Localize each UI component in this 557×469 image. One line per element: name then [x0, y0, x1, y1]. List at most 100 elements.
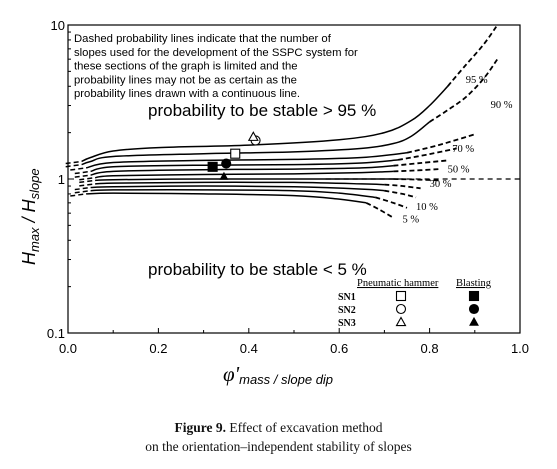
legend-header-blasting: Blasting	[456, 278, 492, 289]
series-solid-line	[85, 152, 408, 169]
series-solid-line	[94, 170, 394, 179]
x-tick-label: 0.6	[330, 341, 348, 356]
series-dashed-start	[74, 170, 91, 175]
series-solid-line	[86, 192, 367, 204]
legend-row-label: SN1	[338, 292, 356, 303]
caption-line-2: on the orientation–independent stability…	[145, 439, 412, 454]
x-axis-title-subscript: mass / slope dip	[239, 372, 333, 387]
probability-line-3	[70, 133, 476, 171]
series-dashed-end	[429, 58, 499, 123]
series-solid-line	[90, 164, 394, 176]
series-dashed-end	[393, 168, 439, 173]
series-dashed-start	[65, 160, 82, 165]
x-tick-label: 1.0	[511, 341, 529, 356]
series-dashed-start	[65, 163, 82, 168]
legend-marker-filled-square	[468, 290, 480, 302]
marker-layer	[207, 131, 261, 180]
series-dashed-start	[79, 179, 96, 184]
y-tick-label: 0.1	[47, 326, 65, 341]
x-axis-title: φ'mass / slope dip	[223, 362, 333, 387]
probability-line-2: 90 %	[65, 58, 513, 168]
figure-caption: Figure 9. Effect of excavation method on…	[0, 418, 557, 456]
legend-layer: Pneumatic hammer Blasting SN1 SN2 SN3	[338, 278, 492, 329]
series-dashed-start	[74, 174, 91, 178]
series-label: 5 %	[402, 215, 419, 226]
x-axis-title-symbol: φ'	[223, 362, 240, 386]
legend-marker-filled-triangle	[469, 316, 479, 326]
probability-line-5	[74, 159, 448, 178]
x-tick-label: 0.2	[149, 341, 167, 356]
note-line: slopes used for the development of the S…	[74, 47, 358, 59]
series-dashed-start	[79, 176, 96, 181]
series-dashed-end	[406, 133, 476, 154]
legend-marker-open-circle	[395, 303, 407, 315]
x-tick-label: 0.4	[240, 341, 258, 356]
series-dashed-start	[74, 189, 91, 194]
data-marker-filled-triangle	[219, 171, 229, 180]
probability-line-11: 5 %	[70, 192, 419, 226]
series-dashed-start	[74, 186, 91, 191]
series-label: 90 %	[491, 100, 513, 111]
lower-region-label: probability to be stable < 5 %	[148, 260, 367, 279]
note-line: probability lines drawn with a continuou…	[74, 88, 300, 100]
series-solid-line	[90, 159, 399, 173]
legend-marker-filled-circle	[468, 303, 480, 315]
probability-line-1: 95 %	[65, 24, 499, 165]
x-tick-label: 0.0	[59, 341, 77, 356]
series-solid-line	[81, 85, 449, 163]
dashed-lines-note: Dashed probability lines indicate that t…	[74, 33, 358, 100]
data-marker-filled-circle	[221, 158, 232, 169]
series-dashed-end	[393, 159, 448, 167]
y-tick-label: 10	[51, 18, 65, 33]
legend-marker-open-square	[395, 290, 407, 302]
series-solid-line	[95, 181, 385, 186]
series-dashed-start	[70, 167, 87, 171]
series-label: 70 %	[452, 144, 474, 155]
legend-marker-open-triangle	[395, 316, 407, 327]
probability-line-6: 50 %	[79, 165, 470, 181]
axis-ticks: 0.0 0.2 0.4 0.6 0.8 1.0 0.1 1 10	[47, 18, 529, 356]
legend-row-label: SN2	[338, 305, 356, 316]
caption-figure-number: Figure 9.	[174, 420, 227, 435]
series-dashed-end	[375, 196, 408, 209]
series-dashed-end	[393, 178, 439, 182]
y-axis-title-part: slope	[27, 168, 42, 199]
data-marker-filled-square	[207, 161, 218, 172]
note-line: these sections of the graph is limited a…	[74, 61, 298, 73]
series-layer: 95 % 90 % 70 % 50 % 30 % 10 % 5 %	[65, 24, 520, 226]
y-axis-title-part: max	[27, 227, 42, 252]
probability-line-4: 70 %	[74, 144, 474, 175]
legend-header-pneumatic: Pneumatic hammer	[357, 278, 439, 289]
series-dashed-end	[384, 189, 417, 199]
series-solid-line	[90, 185, 385, 192]
probability-line-9	[74, 185, 417, 199]
y-axis-title-part: / H	[19, 198, 39, 227]
series-label: 50 %	[448, 165, 470, 176]
series-dashed-end	[384, 183, 421, 190]
data-marker-open-triangle	[247, 131, 259, 141]
series-solid-line	[90, 189, 376, 199]
x-tick-label: 0.8	[421, 341, 439, 356]
series-dashed-start	[79, 183, 96, 187]
series-dashed-start	[70, 193, 87, 197]
note-line: probability lines may not be as certain …	[74, 74, 297, 86]
series-solid-line	[95, 178, 394, 182]
caption-line-1: Figure 9. Effect of excavation method	[0, 418, 557, 437]
series-dashed-end	[365, 202, 394, 219]
y-axis-title-part: H	[19, 251, 39, 265]
legend-row-label: SN3	[338, 318, 356, 329]
upper-region-label: probability to be stable > 95 %	[148, 101, 376, 120]
caption-title-part-1: Effect of excavation method	[226, 420, 383, 435]
data-marker-open-square	[230, 148, 241, 159]
y-tick-label: 1	[58, 172, 65, 187]
y-axis-title: Hmax / Hslope	[19, 168, 42, 265]
probability-line-8: 30 %	[79, 179, 452, 190]
series-label: 10 %	[416, 202, 438, 213]
note-line: Dashed probability lines indicate that t…	[74, 33, 332, 45]
probability-line-10: 10 %	[74, 189, 438, 213]
series-label: 95 %	[466, 75, 488, 86]
text-layer: Dashed probability lines indicate that t…	[19, 33, 376, 387]
series-dashed-end	[397, 147, 457, 161]
series-solid-line	[81, 121, 431, 166]
chart: 0.0 0.2 0.4 0.6 0.8 1.0 0.1 1 10 95 % 90 % 70 % 50 …	[19, 18, 529, 387]
